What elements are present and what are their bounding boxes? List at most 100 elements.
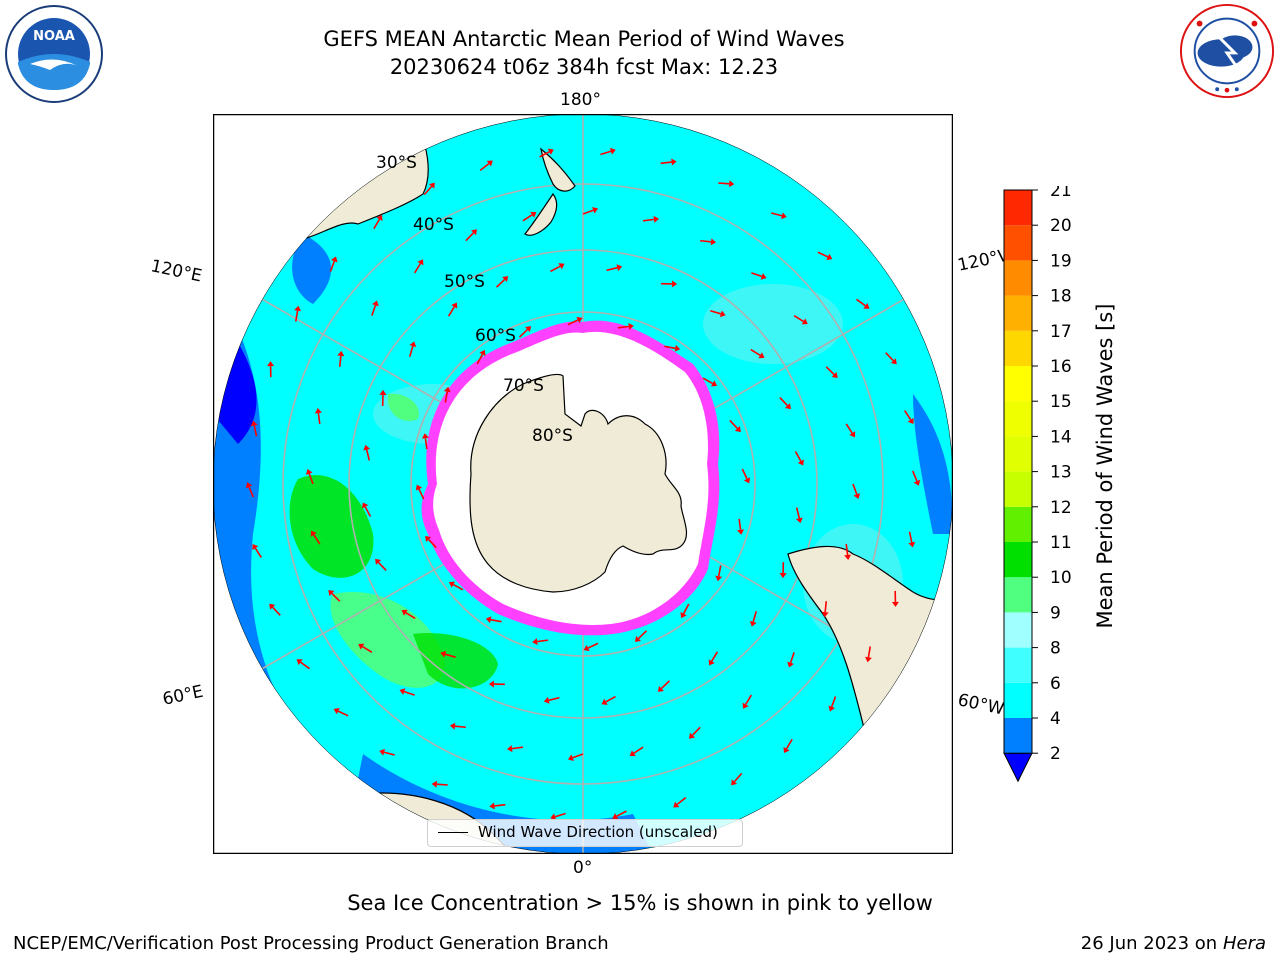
colorbar-segment (1004, 436, 1032, 472)
wave-direction-arrow-head (743, 477, 751, 484)
wave-direction-arrow-head (267, 361, 275, 367)
wave-direction-arrow-head (826, 253, 833, 261)
colorbar-tick-label: 15 (1050, 392, 1072, 412)
wave-direction-arrow-shaft (700, 239, 712, 243)
wave-direction-arrow-head (372, 300, 379, 307)
colorbar-segment (1004, 190, 1032, 226)
colorbar-tick-label: 6 (1050, 674, 1061, 694)
wave-direction-arrow-head (550, 813, 557, 821)
wave-direction-arrow-shaft (741, 468, 748, 480)
colorbar-segments (1003, 189, 1033, 783)
wave-direction-arrow-shaft (702, 377, 714, 385)
map-frame-border (213, 114, 953, 854)
wave-direction-arrow-shaft (479, 162, 490, 172)
wave-direction-arrow-head (479, 349, 486, 356)
wave-direction-arrow-head (711, 380, 718, 387)
wave-direction-arrow-shaft (744, 694, 753, 705)
wave-direction-arrow-shaft (423, 185, 433, 196)
wave-direction-arrow-head (629, 750, 636, 757)
colorbar-segment (1004, 506, 1032, 542)
long-period-patch (289, 475, 374, 578)
colorbar-segment (1004, 366, 1032, 402)
wave-direction-arrow-head (795, 517, 803, 524)
wave-direction-arrow-head (525, 326, 532, 333)
wave-direction-arrow-head (688, 732, 695, 739)
wave-direction-arrow-shaft (522, 214, 533, 222)
wave-direction-arrow-head (758, 352, 765, 359)
wave-direction-arrow-shaft (308, 473, 314, 485)
lat-label-70s: 70°S (503, 376, 544, 396)
wave-direction-arrow-head (305, 468, 313, 475)
wave-direction-arrow-shaft (371, 304, 377, 316)
wave-direction-arrow-head (431, 780, 437, 788)
colorbar-tick-label: 10 (1050, 568, 1072, 588)
wave-direction-arrow-shaft (418, 488, 425, 500)
wave-direction-arrow-shaft (248, 486, 254, 498)
wave-direction-arrow-head (779, 573, 787, 579)
wave-direction-arrow-head (333, 707, 340, 715)
colorbar-segment (1004, 682, 1032, 718)
colorbar-tick-label: 21 (1050, 186, 1072, 201)
wave-direction-arrow-shaft (852, 483, 858, 495)
wave-direction-arrow-head (296, 659, 303, 666)
colorbar-segment (1004, 471, 1032, 507)
wave-direction-arrow-shaft (377, 561, 387, 571)
colorbar-label: Mean Period of Wind Waves [s] (1093, 304, 1117, 629)
credit-machine: Hera (1222, 933, 1266, 954)
wave-direction-arrow-shaft (511, 746, 524, 750)
wave-direction-arrow-head (328, 589, 335, 596)
wave-direction-arrow-shaft (408, 345, 414, 357)
wave-direction-arrow-shaft (337, 710, 349, 717)
wave-direction-arrow-shaft (717, 565, 722, 577)
wave-direction-arrow-head (749, 620, 757, 627)
wave-direction-arrow-head (451, 302, 458, 309)
ocean-texture (703, 284, 843, 364)
wave-direction-arrow-head (471, 229, 478, 236)
long-period-patch (330, 592, 445, 688)
colorbar-segment (1004, 225, 1032, 261)
map-legend: Wind Wave Direction (unscaled) (427, 819, 743, 847)
wave-direction-arrow-head (731, 779, 738, 786)
wave-direction-arrow-head (547, 148, 554, 155)
colorbar-tick-label: 19 (1050, 251, 1072, 271)
wave-direction-arrow-shaft (642, 218, 655, 222)
wave-direction-arrow-shaft (729, 419, 738, 430)
wave-direction-arrow-shaft (606, 266, 618, 272)
colorbar-tick-label: 8 (1050, 639, 1061, 659)
wave-direction-arrow-head (616, 264, 623, 272)
colorbar-segment (1004, 718, 1032, 754)
wave-direction-arrow-head (672, 280, 678, 288)
new-zealand-north-island (540, 147, 576, 192)
wave-direction-arrow-shaft (554, 812, 566, 818)
wave-direction-arrow-shaft (856, 298, 866, 307)
wave-direction-arrow-head (634, 635, 641, 642)
wave-direction-arrow-shaft (476, 353, 484, 365)
wave-direction-arrow-head (821, 611, 829, 618)
lat-label-40s: 40°S (413, 215, 454, 235)
wave-direction-arrow-shaft (817, 251, 829, 258)
wave-direction-arrow-head (379, 389, 387, 395)
wave-direction-arrow-head (409, 341, 417, 348)
lat-label-80s: 80°S (532, 426, 573, 446)
colorbar-tick-label: 14 (1050, 427, 1072, 447)
lon-label-180: 180° (560, 90, 601, 110)
very-low-period-region (213, 334, 257, 444)
wave-direction-arrow-shaft (751, 272, 763, 278)
colorbar-tick-label: 16 (1050, 357, 1072, 377)
legend-line-swatch (438, 832, 468, 833)
wave-direction-arrow-shaft (428, 538, 437, 549)
wave-direction-arrow-shaft (373, 218, 381, 230)
wave-direction-arrow-head (558, 263, 565, 270)
wave-direction-arrow-head (362, 502, 369, 509)
colorbar-tick-label: 2 (1050, 744, 1061, 764)
wave-direction-arrow-shaft (537, 639, 549, 643)
sea-ice-caption: Sea Ice Concentration > 15% is shown in … (347, 891, 933, 915)
colorbar-extend-min (1003, 752, 1033, 783)
wave-direction-arrow-shaft (794, 451, 802, 462)
wave-direction-arrow-shaft (908, 531, 913, 543)
lat-label-60s: 60°S (475, 326, 516, 346)
wave-direction-arrow-shaft (444, 653, 456, 659)
wave-direction-arrow-head (379, 748, 385, 756)
colorbar-segment (1004, 330, 1032, 366)
wave-direction-arrow-head (708, 659, 715, 666)
